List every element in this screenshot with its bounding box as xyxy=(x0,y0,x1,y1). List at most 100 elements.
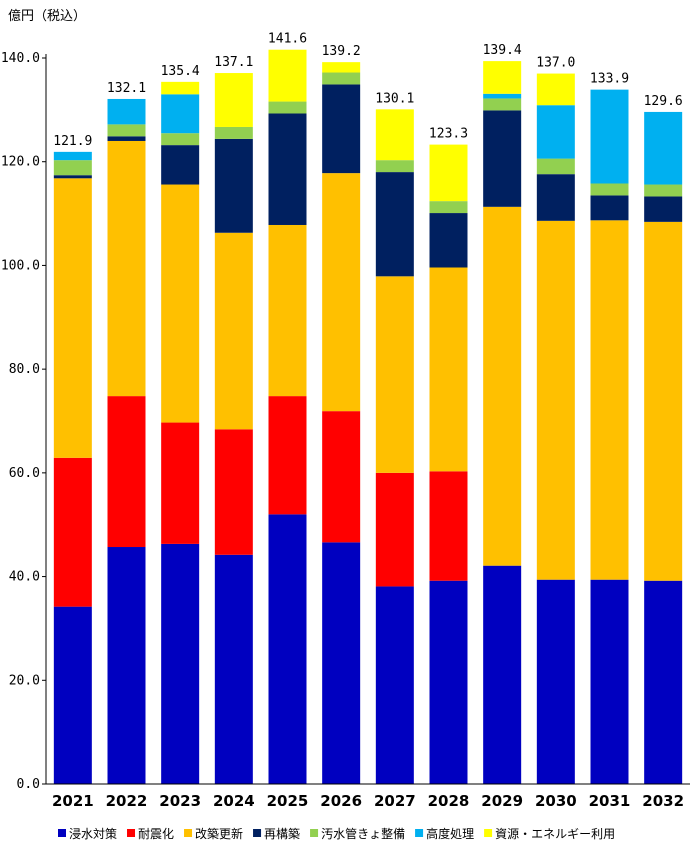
legend-label: 浸水対策 xyxy=(69,827,117,841)
y-tick-label: 80.0 xyxy=(9,362,40,377)
bar-segment xyxy=(161,184,200,423)
legend-label: 高度処理 xyxy=(426,826,474,841)
y-tick-label: 0.0 xyxy=(17,777,40,792)
bar-segment xyxy=(644,580,683,784)
bar-segment xyxy=(107,547,146,784)
y-axis: 0.0 20.0 40.0 60.0 80.0 100.0 120.0 140.0 xyxy=(1,51,47,792)
legend-label: 改築更新 xyxy=(195,826,243,841)
bar-segment xyxy=(536,158,575,175)
bar-stack-2027 xyxy=(375,109,414,784)
legend-swatch xyxy=(253,829,262,837)
total-label: 123.3 xyxy=(429,127,468,142)
x-category-label: 2031 xyxy=(589,792,631,810)
bar-segment xyxy=(107,124,146,137)
total-label: 133.9 xyxy=(590,72,629,87)
bar-segment xyxy=(590,195,629,221)
legend: 浸水対策 耐震化 改築更新 再構築 汚水管きょ整備 高度処理 資源・エネルギー利用 xyxy=(58,826,615,841)
bar-stack-2032 xyxy=(644,111,683,784)
bar-segment xyxy=(375,109,414,161)
bar-segment xyxy=(53,178,92,458)
bars xyxy=(53,49,683,784)
total-label: 130.1 xyxy=(375,91,414,106)
legend-item: 再構築 xyxy=(253,826,300,841)
bar-stack-2028 xyxy=(429,144,468,784)
bar-segment xyxy=(107,140,146,397)
total-label: 132.1 xyxy=(107,81,146,96)
bar-segment xyxy=(375,276,414,473)
total-label: 121.9 xyxy=(53,134,92,149)
bar-segment xyxy=(644,196,683,222)
legend-swatch xyxy=(127,829,136,837)
total-label: 129.6 xyxy=(644,94,683,109)
bar-stack-2031 xyxy=(590,89,629,784)
bar-segment xyxy=(644,111,683,185)
x-category-label: 2026 xyxy=(320,792,362,810)
bar-segment xyxy=(590,220,629,580)
bar-stack-2026 xyxy=(322,62,361,784)
bar-segment xyxy=(429,201,468,214)
legend-label: 資源・エネルギー利用 xyxy=(495,827,615,841)
bar-stack-2024 xyxy=(214,73,253,784)
bar-segment xyxy=(322,84,361,174)
x-category-label: 2032 xyxy=(642,792,684,810)
bar-segment xyxy=(536,220,575,580)
bar-segment xyxy=(483,110,522,207)
unit-label: 億円（税込） xyxy=(8,8,86,24)
legend-item: 高度処理 xyxy=(415,826,474,841)
y-tick-label: 100.0 xyxy=(1,258,40,273)
bar-segment xyxy=(214,429,253,555)
bar-segment xyxy=(161,422,200,544)
bar-segment xyxy=(161,94,200,134)
legend-swatch xyxy=(310,829,319,837)
bar-stack-2023 xyxy=(161,81,200,784)
bar-segment xyxy=(268,396,307,515)
bar-segment xyxy=(429,213,468,268)
bar-segment xyxy=(268,113,307,225)
legend-swatch xyxy=(58,829,66,837)
x-category-label: 2023 xyxy=(159,792,201,810)
legend-swatch xyxy=(415,829,424,837)
bar-segment xyxy=(429,267,468,472)
bar-segment xyxy=(161,145,200,185)
bar-segment xyxy=(644,221,683,581)
bar-segment xyxy=(483,93,522,99)
x-category-label: 2029 xyxy=(481,792,523,810)
bar-segment xyxy=(483,61,522,94)
bar-segment xyxy=(375,472,414,587)
bar-segment xyxy=(322,411,361,543)
x-category-label: 2022 xyxy=(106,792,148,810)
bar-segment xyxy=(214,554,253,784)
y-tick-label: 40.0 xyxy=(9,570,40,585)
x-category-label: 2021 xyxy=(52,792,94,810)
bar-segment xyxy=(429,471,468,581)
x-category-label: 2030 xyxy=(535,792,577,810)
bar-segment xyxy=(483,565,522,784)
bar-segment xyxy=(536,105,575,159)
bar-stack-2030 xyxy=(536,73,575,784)
y-tick-label: 20.0 xyxy=(9,673,40,688)
bar-segment xyxy=(53,457,92,607)
bar-segment xyxy=(214,232,253,430)
x-axis: 2021 2022 2023 2024 2025 2026 2027 2028 2029 2030… xyxy=(46,783,690,810)
bar-segment xyxy=(268,514,307,784)
bar-segment xyxy=(429,580,468,784)
bar-segment xyxy=(268,101,307,114)
bar-segment xyxy=(214,73,253,127)
bar-segment xyxy=(483,98,522,111)
bar-segment xyxy=(536,579,575,784)
x-category-label: 2025 xyxy=(267,792,309,810)
bar-segment xyxy=(536,73,575,106)
bar-segment xyxy=(53,151,92,161)
legend-item: 耐震化 xyxy=(127,827,174,841)
bar-segment xyxy=(590,579,629,784)
x-category-label: 2027 xyxy=(374,792,416,810)
total-label: 135.4 xyxy=(161,64,200,79)
total-labels: 121.9 132.1 135.4 137.1 141.6 139.2 130.1 123.3… xyxy=(53,32,682,149)
y-tick-label: 140.0 xyxy=(1,51,40,66)
bar-stack-2021 xyxy=(53,151,92,784)
y-tick-label: 60.0 xyxy=(9,466,40,481)
legend-item: 汚水管きょ整備 xyxy=(310,826,405,841)
legend-item: 改築更新 xyxy=(184,826,243,841)
bar-segment xyxy=(375,172,414,277)
